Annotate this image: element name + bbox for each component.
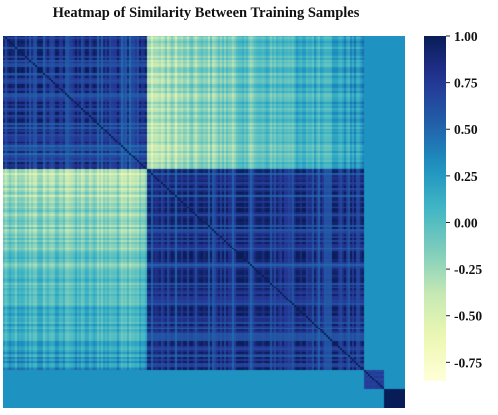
colorbar-ticks: 1.00 0.75 0.50 0.25 0.00 -0.25 -0.50 -0.75: [446, 29, 482, 370]
colorbar-tick-label: -0.25: [454, 262, 482, 277]
heatmap-matrix: [3, 36, 405, 408]
colorbar-tick-label: 1.00: [454, 29, 478, 44]
colorbar-tick-label: 0.00: [454, 215, 478, 230]
colorbar-tick-label: 0.50: [454, 122, 478, 137]
colorbar-gradient: [424, 36, 446, 381]
chart-title: Heatmap of Similarity Between Training S…: [52, 5, 360, 21]
colorbar-tick-label: 0.75: [454, 76, 478, 91]
colorbar: 1.00 0.75 0.50 0.25 0.00 -0.25 -0.50 -0.75: [424, 29, 482, 381]
colorbar-tick-label: -0.50: [454, 309, 482, 324]
colorbar-tick-label: 0.25: [454, 169, 478, 184]
colorbar-tick-label: -0.75: [454, 355, 482, 370]
